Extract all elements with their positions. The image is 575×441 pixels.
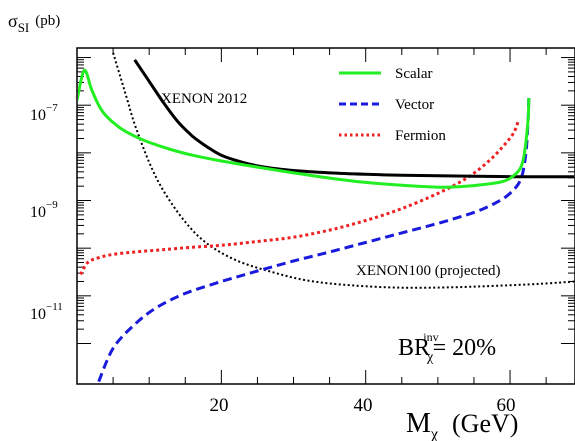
series-line-fermion [79, 118, 521, 276]
y-tick-label-1e-11: 10−11 [30, 301, 63, 323]
series-line-vector [97, 97, 531, 383]
legend: Scalar Vector Fermion [339, 66, 446, 144]
y-tick-label-1e-9: 10−9 [30, 199, 58, 221]
annotation-xenon100-projected: XENON100 (projected) [356, 263, 501, 279]
y-tick-label-1e-7: 10−7 [30, 102, 58, 124]
annotation-branching-ratio: BRχinv= 20% [398, 330, 496, 365]
series-line-xenon-2012 [133, 59, 574, 179]
plot-frame [76, 47, 575, 385]
x-tick-label-60: 60 [497, 395, 516, 416]
x-tick-label-20: 20 [210, 395, 229, 416]
legend-label-scalar: Scalar [395, 66, 432, 82]
axis-ticks [77, 48, 575, 384]
annotation-xenon-2012: XENON 2012 [161, 91, 247, 107]
series-curves [78, 52, 574, 383]
series-line-scalar [78, 68, 531, 189]
x-tick-label-40: 40 [354, 395, 373, 416]
legend-label-vector: Vector [395, 97, 434, 113]
series-line-xenon100-projected [112, 52, 574, 289]
legend-label-fermion: Fermion [395, 128, 446, 144]
y-axis-label: σSI (pb) [8, 11, 60, 35]
x-axis-label: Mχ (GeV) [406, 408, 518, 441]
